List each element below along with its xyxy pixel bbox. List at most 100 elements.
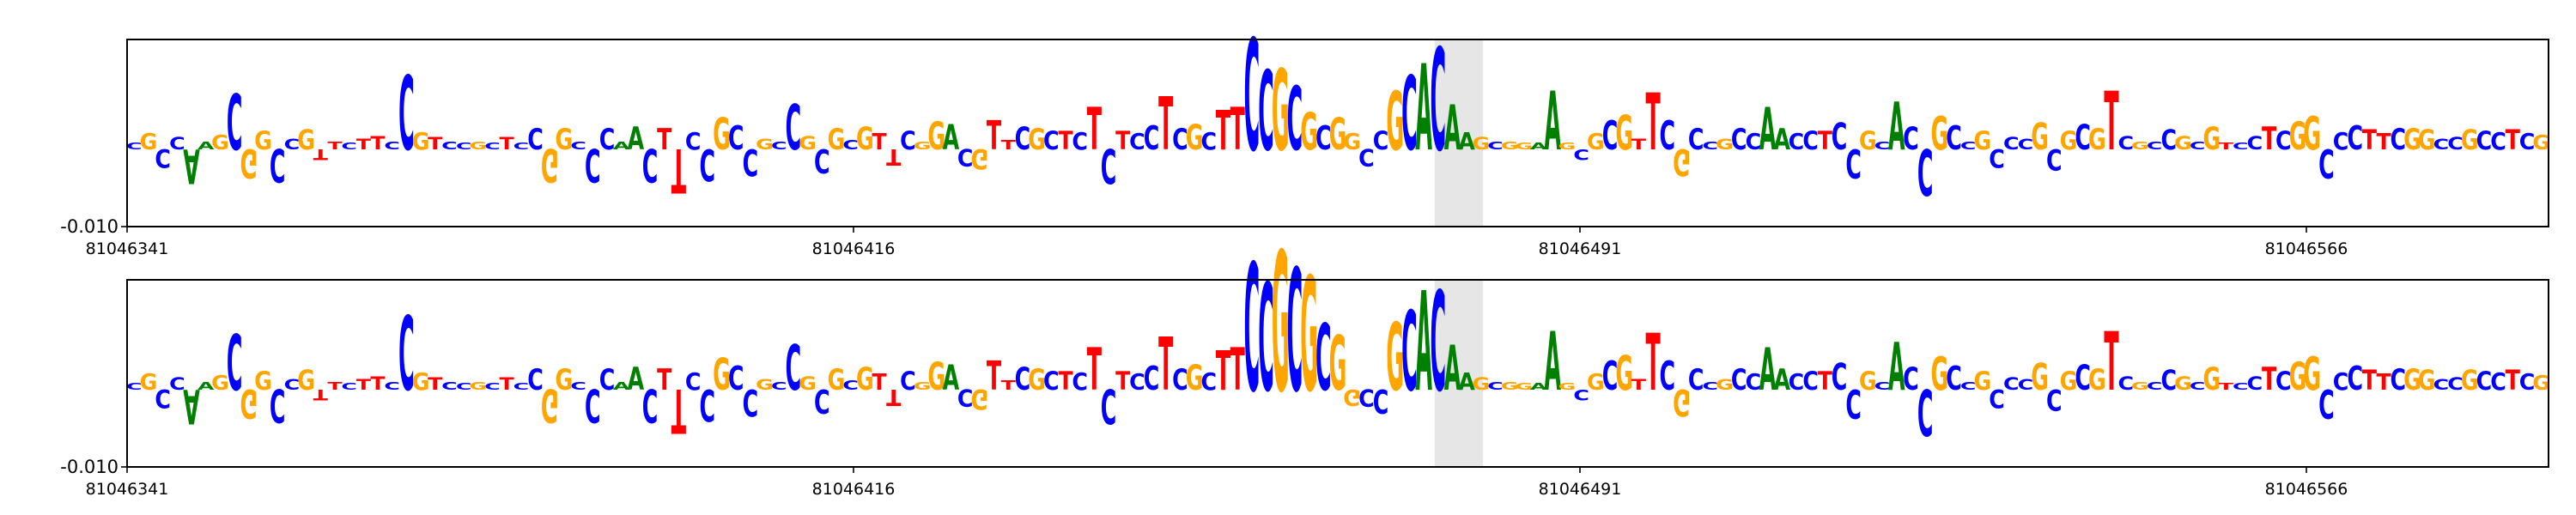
logo-letter: C [1903, 122, 1919, 158]
logo-letter: T [886, 144, 902, 170]
logo-letter: A [1545, 316, 1562, 409]
logo-letter: G [1472, 375, 1490, 394]
logo-letter: T [1058, 125, 1072, 156]
logo-letter: C [685, 368, 702, 396]
logo-letter: G [1716, 136, 1734, 154]
logo-letter: C [1144, 360, 1160, 398]
logo-letter: A [1545, 76, 1562, 169]
logo-letter: A [183, 137, 200, 192]
logo-letter: G [556, 123, 574, 157]
logo-letter: A [613, 139, 630, 152]
logo-letter: G [2461, 124, 2479, 156]
logo-letter: G [2031, 357, 2049, 399]
logo-letter: T [671, 375, 686, 445]
logo-letter: G [2060, 125, 2078, 156]
logo-letter: G [2289, 113, 2307, 159]
logo-letter: G [254, 366, 272, 397]
logo-letter: C [2161, 364, 2178, 397]
logo-letter: C [2147, 379, 2163, 392]
logo-letter: C [2003, 135, 2020, 154]
logo-letter: G [828, 123, 846, 157]
logo-letter: T [872, 129, 887, 154]
logo-letter: T [313, 145, 329, 162]
logo-letter: C [1789, 369, 1805, 395]
logo-letter: C [2490, 128, 2506, 155]
logo-letter: G [927, 113, 945, 159]
logo-letter: T [1001, 378, 1017, 392]
logo-letter: A [197, 379, 215, 392]
logo-letter: C [2075, 358, 2091, 398]
logo-letter: G [1716, 377, 1734, 394]
logo-letter: C [2347, 119, 2363, 158]
logo-letter: C [2147, 139, 2163, 152]
logo-letter: C [842, 378, 859, 392]
logo-letter: C [1172, 123, 1188, 157]
logo-letter: T [356, 136, 372, 154]
logo-letter: C [227, 79, 243, 167]
logo-letter: C [1874, 139, 1891, 152]
logo-letter: C [527, 363, 544, 397]
logo-letter: G [1673, 380, 1691, 422]
logo-letter: C [2490, 368, 2506, 396]
logo-letter: C [1989, 384, 2005, 415]
logo-letter: C [227, 319, 243, 408]
logo-letter: C [1660, 112, 1676, 160]
logo-letter: C [743, 140, 759, 182]
logo-letter: C [700, 379, 716, 428]
logo-letter: G [1558, 141, 1577, 152]
logo-letter: C [1101, 137, 1117, 192]
x-tick-label: 81046341 [86, 239, 169, 258]
logo-letter: C [2233, 141, 2249, 152]
logo-letter: C [957, 384, 974, 411]
logo-letter: G [2174, 132, 2192, 154]
logo-letter: G [1859, 366, 1877, 397]
logo-letter: C [1401, 56, 1418, 174]
logo-letter: C [1358, 143, 1375, 171]
logo-letter: G [1974, 366, 1992, 397]
logo-letter: C [2018, 136, 2034, 154]
logo-letter: C [700, 138, 716, 188]
logo-letter: T [500, 135, 515, 154]
logo-letter: C [1258, 48, 1274, 175]
logo-letter: T [2506, 364, 2521, 397]
logo-letter: G [1329, 322, 1347, 408]
logo-letter: C [1845, 140, 1862, 187]
logo-letter: C [2275, 366, 2292, 397]
logo-letter: G [1558, 381, 1577, 392]
logo-letter: T [370, 373, 385, 394]
logo-letter: C [1731, 363, 1747, 397]
logo-letter: C [2247, 373, 2263, 394]
logo-letter: C [2190, 139, 2206, 152]
logo-letter: T [657, 123, 672, 157]
logo-letter: C [126, 141, 143, 152]
logo-letter: C [484, 381, 501, 392]
logo-letter: G [1472, 135, 1490, 154]
logo-letter: C [284, 136, 301, 154]
x-tick-label: 81046491 [1539, 480, 1622, 499]
logo-letter: C [270, 138, 286, 192]
logo-letter: A [1773, 123, 1790, 157]
logo-letter: G [1587, 369, 1605, 395]
logo-letter: T [327, 379, 343, 392]
logo-letter: C [786, 332, 802, 404]
logo-letter: G [541, 138, 559, 192]
logo-letter: G [2088, 363, 2106, 397]
logo-letter: C [155, 143, 171, 174]
logo-letter: A [1444, 332, 1461, 404]
logo-letter: G [1930, 106, 1948, 161]
logo-letter: T [1087, 96, 1102, 165]
y-tick-label: -0.010 [60, 457, 118, 477]
axes-frame [126, 279, 2549, 468]
logo-letter: C [2190, 379, 2206, 392]
logo-letter: T [1230, 336, 1245, 405]
logo-letter: C [1688, 363, 1704, 397]
logo-letter: C [642, 379, 659, 433]
logo-letter: T [370, 132, 385, 154]
logo-letter: G [297, 364, 315, 397]
logo-letter: C [1244, 9, 1261, 186]
logo-letter: C [513, 381, 530, 392]
logo-letter: T [1158, 82, 1173, 167]
logo-letter: C [1703, 379, 1719, 392]
